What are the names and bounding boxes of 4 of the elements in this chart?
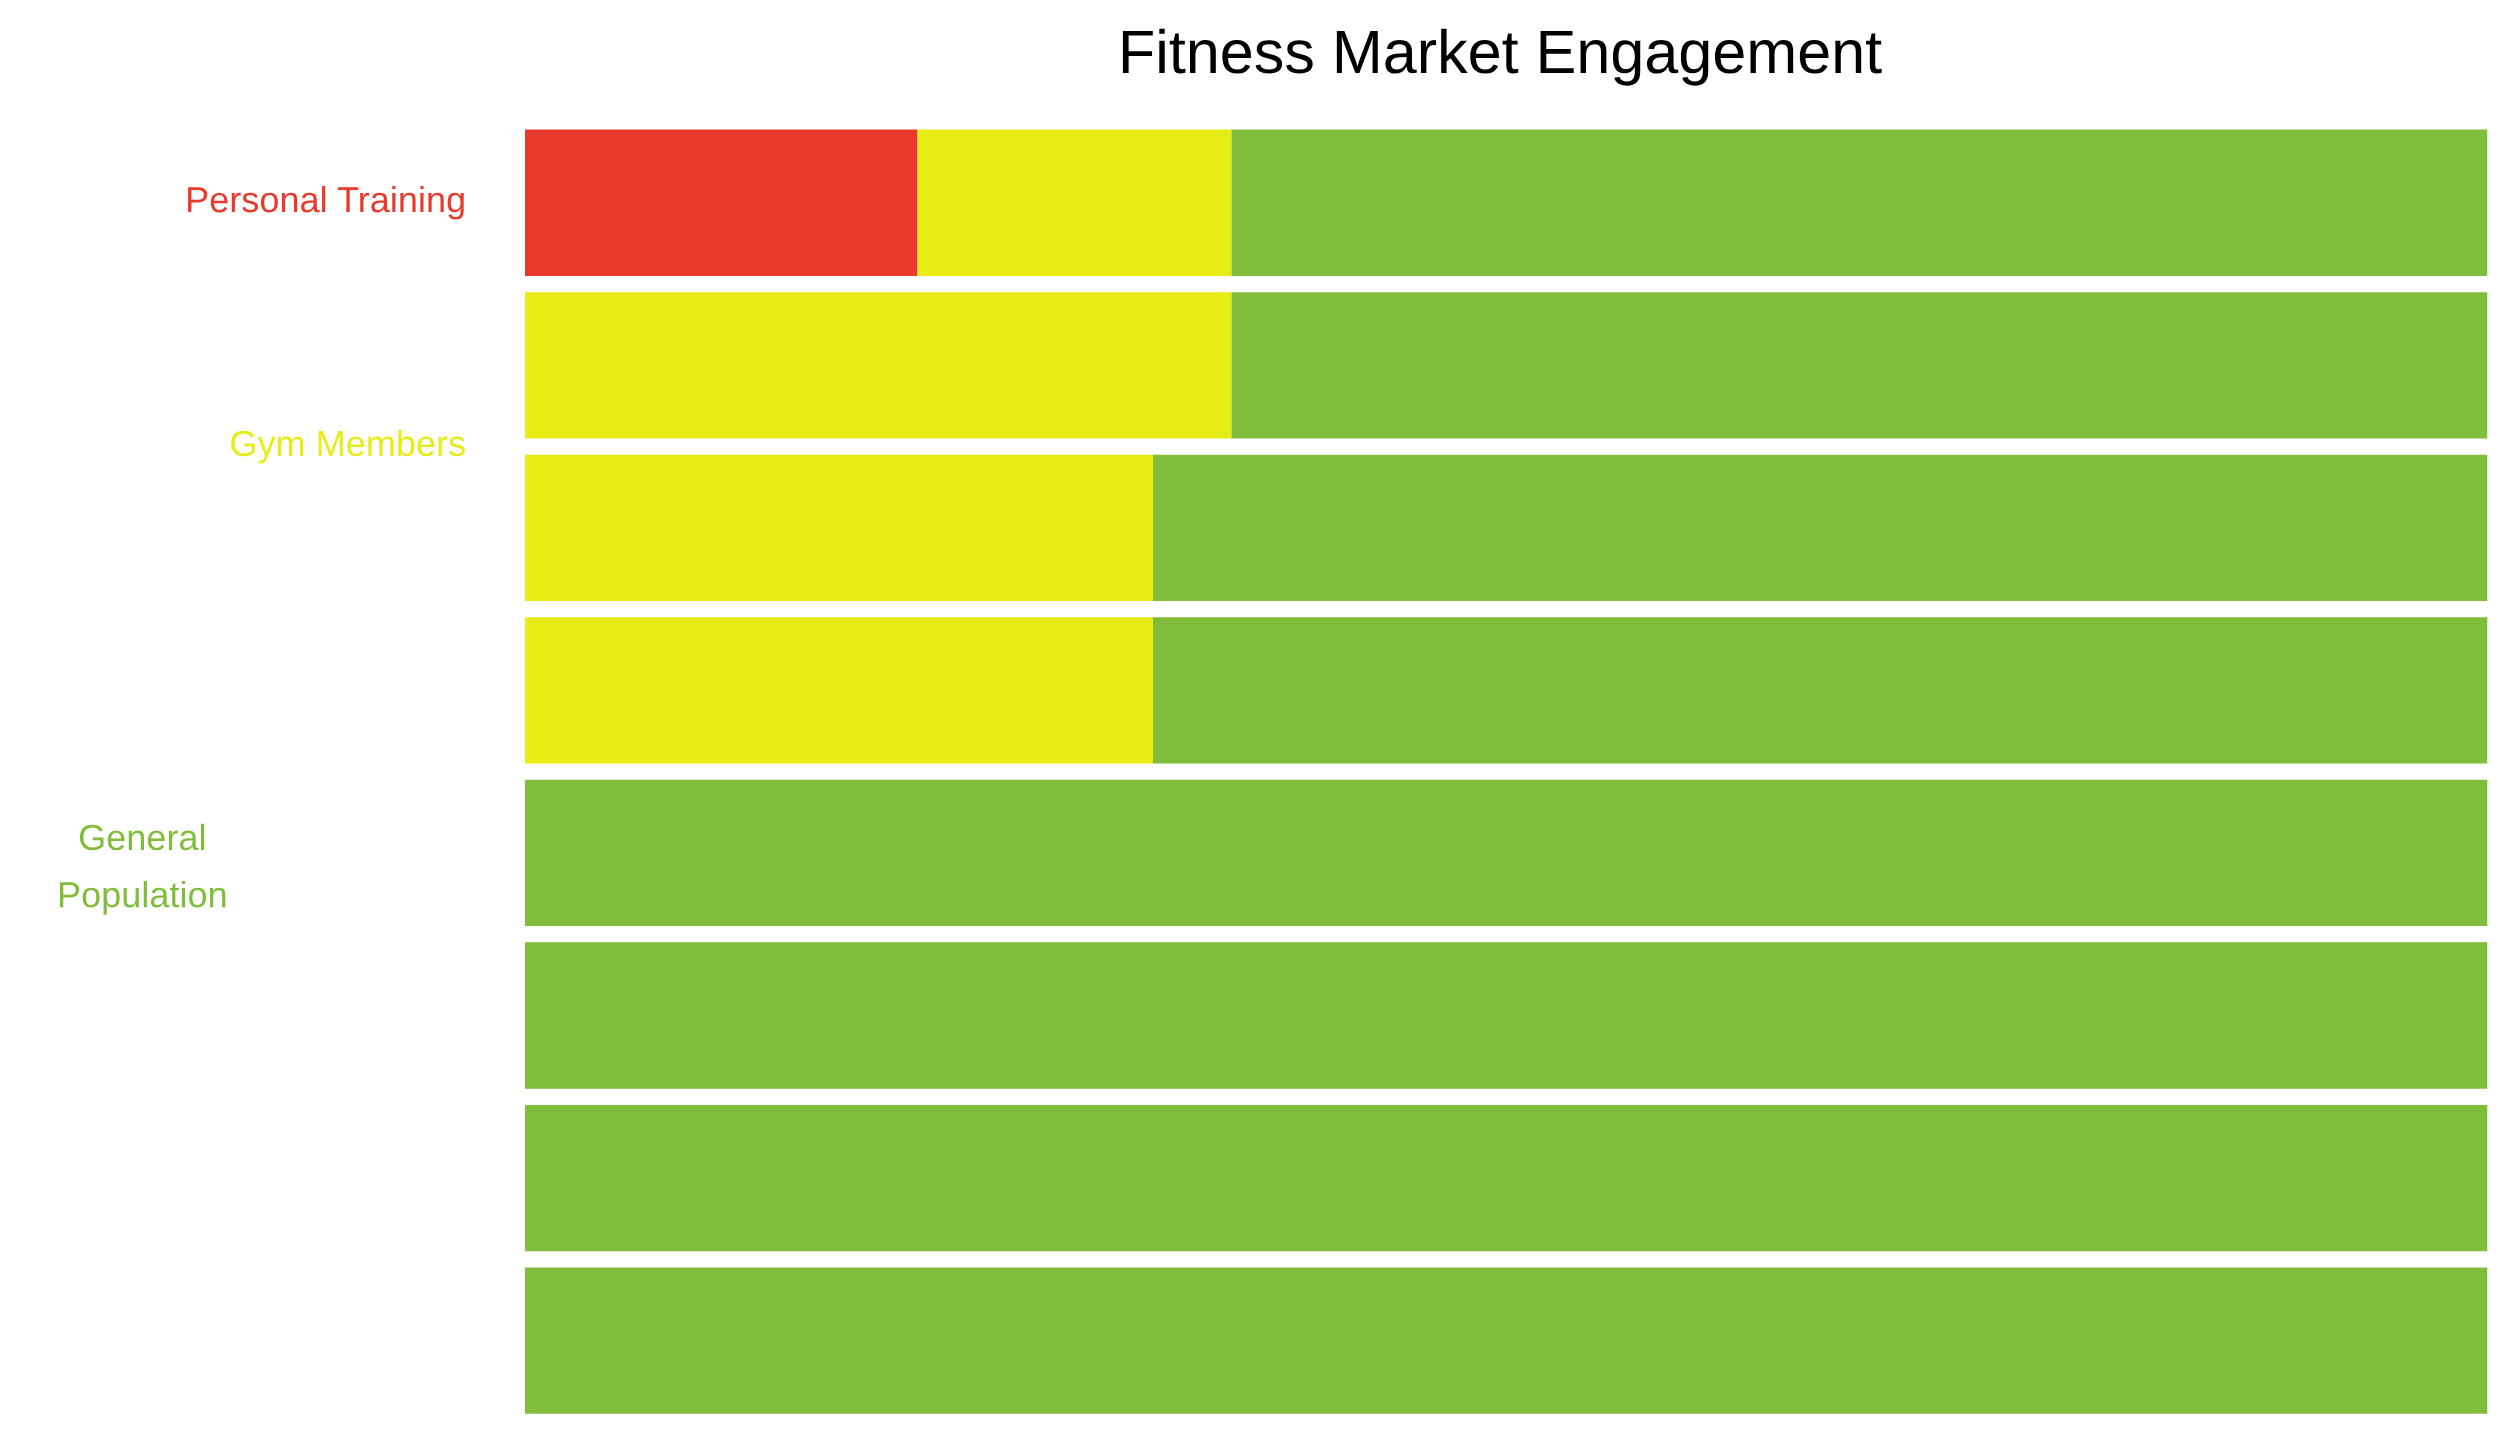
series-label: Gym Members [231, 429, 465, 464]
text: General Population [59, 823, 226, 915]
series-label: Personal Training [188, 185, 464, 220]
chart-title: Fitness Market Engagement [1122, 28, 1882, 86]
